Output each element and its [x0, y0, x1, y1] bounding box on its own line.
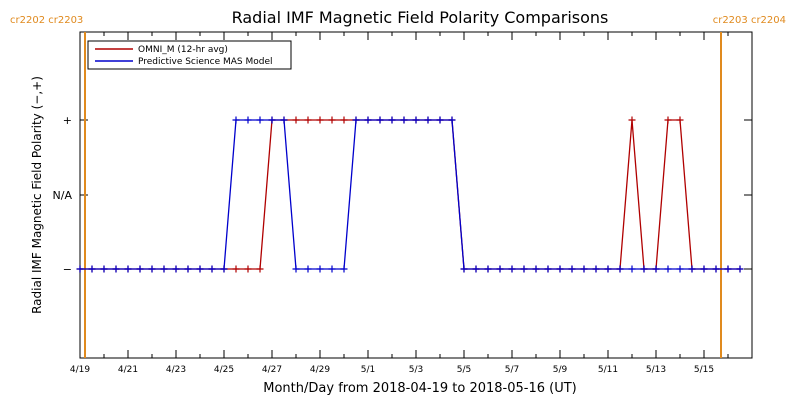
x-tick-label: 4/23 [166, 365, 186, 375]
plot-area: 4/19 4/21 4/23 4/25 4/27 4/29 5/1 5/3 5/5 5/7 5/9 5… [53, 31, 753, 375]
chart-title: Radial IMF Magnetic Field Polarity Compa… [232, 8, 609, 27]
series-point [316, 265, 324, 273]
series-point [364, 116, 372, 124]
series-point [472, 265, 480, 273]
series-point [304, 265, 312, 273]
series-point [412, 116, 420, 124]
x-tick-label: 5/15 [694, 365, 714, 375]
series-point [136, 265, 144, 273]
series-point [376, 116, 384, 124]
legend-label-omni: OMNI_M (12-hr avg) [138, 45, 228, 55]
series-point [208, 265, 216, 273]
series-point [556, 265, 564, 273]
series-point [256, 116, 264, 124]
series-point [328, 116, 336, 124]
series-point [508, 265, 516, 273]
series-point [400, 116, 408, 124]
series-point [292, 265, 300, 273]
y-axis-label: Radial IMF Magnetic Field Polarity (−,+) [30, 76, 44, 314]
x-tick-label: 4/29 [310, 365, 330, 375]
series-point [736, 265, 744, 273]
series-point [256, 265, 264, 273]
x-tick-label: 5/5 [457, 365, 471, 375]
series-point [496, 265, 504, 273]
series-point [724, 265, 732, 273]
x-tick-label: 4/19 [70, 365, 90, 375]
series-point [100, 265, 108, 273]
y-tick-label: − [63, 263, 72, 276]
series-point [628, 265, 636, 273]
series-point [592, 265, 600, 273]
series-point [124, 265, 132, 273]
x-tick-label: 5/1 [361, 365, 375, 375]
series-point [232, 116, 240, 124]
series-point [424, 116, 432, 124]
series-point [388, 116, 396, 124]
series-point [292, 116, 300, 124]
series-point [676, 265, 684, 273]
series-point [280, 116, 288, 124]
x-tick-label: 5/7 [505, 365, 519, 375]
series-point [628, 116, 636, 124]
x-tick-label: 5/13 [646, 365, 666, 375]
series-point [340, 265, 348, 273]
series-point [268, 116, 276, 124]
x-tick-label: 4/21 [118, 365, 138, 375]
series-point [436, 116, 444, 124]
series-point [304, 116, 312, 124]
series-point [244, 265, 252, 273]
series-point [664, 265, 672, 273]
series-point [88, 265, 96, 273]
series-point [352, 116, 360, 124]
y-tick-label: + [63, 114, 72, 127]
series-point [244, 116, 252, 124]
x-tick-label: 4/25 [214, 365, 234, 375]
series-point [448, 116, 456, 124]
series-point [520, 265, 528, 273]
series-point [196, 265, 204, 273]
series-point [232, 265, 240, 273]
x-tick-label: 5/9 [553, 365, 568, 375]
series-point [340, 116, 348, 124]
legend: OMNI_M (12-hr avg) Predictive Science MA… [87, 40, 292, 70]
series-point [484, 265, 492, 273]
series-point [712, 265, 720, 273]
series-point [160, 265, 168, 273]
series-point [616, 265, 624, 273]
series-point [532, 265, 540, 273]
series-point [544, 265, 552, 273]
series-point [652, 265, 660, 273]
carrington-label-left: cr2202 cr2203 [10, 15, 83, 26]
series-point [604, 265, 612, 273]
series-point [328, 265, 336, 273]
series-point [172, 265, 180, 273]
x-tick-label: 4/27 [262, 365, 282, 375]
series-point [700, 265, 708, 273]
series-point [664, 116, 672, 124]
x-axis-label: Month/Day from 2018-04-19 to 2018-05-16 … [263, 381, 576, 396]
legend-box [87, 40, 292, 70]
legend-label-mas: Predictive Science MAS Model [138, 57, 273, 67]
series-point [640, 265, 648, 273]
series-point [220, 265, 228, 273]
series-point [676, 116, 684, 124]
series-point [688, 265, 696, 273]
carrington-label-right: cr2203 cr2204 [713, 15, 786, 26]
series-point [316, 116, 324, 124]
series-point [580, 265, 588, 273]
y-tick-label: N/A [53, 189, 73, 202]
series-point [76, 265, 84, 273]
x-tick-label: 5/11 [598, 365, 618, 375]
series-point [460, 265, 468, 273]
series-point [568, 265, 576, 273]
x-tick-label: 5/3 [409, 365, 423, 375]
series-point [184, 265, 192, 273]
series-point [112, 265, 120, 273]
series-point [148, 265, 156, 273]
